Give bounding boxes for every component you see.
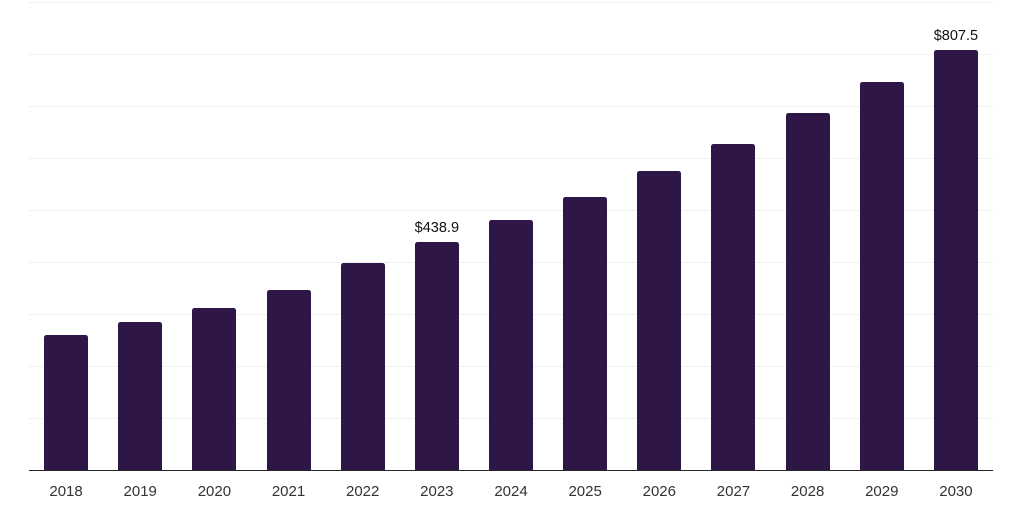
data-label-2030: $807.5: [933, 28, 979, 45]
x-tick-2021: 2021: [271, 483, 306, 500]
x-tick-2023: 2023: [420, 483, 454, 500]
x-tick-2020: 2020: [197, 483, 232, 500]
gridline-800: [29, 54, 993, 55]
x-tick-2026: 2026: [642, 483, 676, 500]
x-tick-2029: 2029: [865, 483, 899, 500]
bar-2026: [637, 170, 682, 470]
bar-2020: [192, 307, 237, 470]
bar-2021: [266, 289, 311, 470]
x-tick-2028: 2028: [790, 483, 825, 500]
bar-2019: [118, 322, 163, 470]
gridline-600: [29, 158, 993, 159]
x-tick-2022: 2022: [346, 483, 380, 500]
x-tick-2024: 2024: [494, 483, 528, 500]
bar-2018: [44, 335, 89, 470]
x-axis: 2018 2019 2020 2021 2022 2023 2024 2025 2026 2027…: [29, 484, 993, 504]
x-tick-2025: 2025: [568, 483, 602, 500]
bar-2024: [489, 219, 533, 470]
x-tick-2030: 2030: [939, 483, 973, 500]
bar-2028: [785, 113, 830, 470]
gridline-900: [29, 2, 993, 3]
data-label-2023: $438.9: [414, 219, 460, 236]
bar-2030: [933, 50, 978, 470]
x-tick-2027: 2027: [716, 483, 751, 500]
bar-2022: [340, 263, 385, 470]
bar-2027: [711, 144, 756, 470]
bar-2025: [563, 196, 608, 470]
bar-2023: [414, 241, 459, 470]
x-tick-2018: 2018: [49, 483, 83, 500]
gridline-500: [29, 210, 993, 211]
bar-2029: [859, 82, 904, 470]
x-tick-2019: 2019: [123, 483, 157, 500]
plot-area: $438.9 $807.5: [29, 2, 993, 471]
gridline-700: [29, 106, 993, 107]
